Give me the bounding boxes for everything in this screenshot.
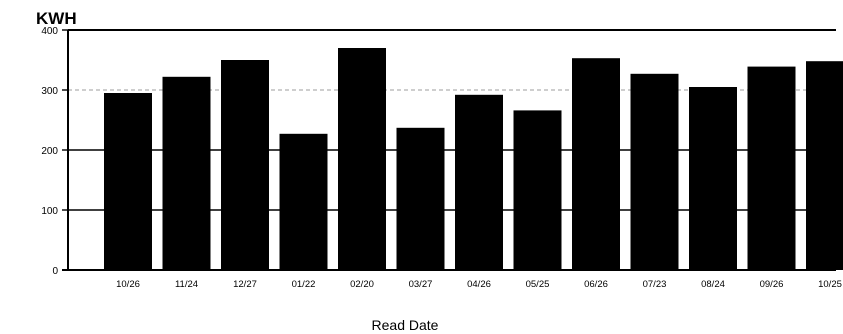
bars bbox=[104, 48, 843, 271]
x-tick-label-12-27: 12/27 bbox=[233, 279, 257, 290]
bar-10-26 bbox=[104, 93, 152, 270]
x-tick-label-05-25: 05/25 bbox=[526, 279, 550, 290]
bar-04-26 bbox=[455, 94, 503, 270]
bar-09-26 bbox=[747, 66, 796, 270]
y-tick-labels: 0 100 200 300 400 bbox=[41, 26, 58, 277]
x-tick-label-01-22: 01/22 bbox=[292, 279, 316, 290]
bar-08-24 bbox=[689, 87, 737, 270]
axes bbox=[62, 29, 836, 271]
x-tick-labels: 10/26 11/24 12/27 01/22 02/20 03/27 04/26 05/25… bbox=[116, 279, 842, 290]
x-tick-label-02-20: 02/20 bbox=[350, 279, 374, 290]
y-tick-label-300: 300 bbox=[41, 86, 58, 97]
y-tick-label-200: 200 bbox=[41, 146, 58, 157]
bar-07-23 bbox=[630, 73, 679, 270]
x-tick-label-11-24: 11/24 bbox=[175, 279, 198, 290]
x-tick-label-06-26: 06/26 bbox=[584, 279, 608, 290]
y-tick-label-0: 0 bbox=[52, 266, 58, 277]
bar-05-25 bbox=[513, 110, 562, 271]
bar-10-25 bbox=[806, 61, 843, 271]
x-tick-label-04-26: 04/26 bbox=[467, 279, 491, 290]
y-axis-label: KWH bbox=[36, 9, 77, 28]
bar-02-20 bbox=[338, 48, 386, 270]
y-tick-label-400: 400 bbox=[41, 26, 58, 37]
bar-01-22 bbox=[279, 133, 328, 270]
bar-12-27 bbox=[221, 60, 269, 270]
x-tick-label-03-27: 03/27 bbox=[409, 279, 433, 290]
bar-03-27 bbox=[396, 127, 445, 270]
bar-06-26 bbox=[572, 58, 620, 271]
x-tick-label-10-25: 10/25 bbox=[818, 279, 842, 290]
x-tick-label-08-24: 08/24 bbox=[701, 279, 725, 290]
x-axis-label: Read Date bbox=[372, 317, 439, 333]
y-tick-label-100: 100 bbox=[41, 206, 58, 217]
x-tick-label-10-26: 10/26 bbox=[116, 279, 140, 290]
bar-11-24 bbox=[162, 76, 211, 270]
x-tick-label-07-23: 07/23 bbox=[643, 279, 667, 290]
x-tick-label-09-26: 09/26 bbox=[760, 279, 784, 290]
